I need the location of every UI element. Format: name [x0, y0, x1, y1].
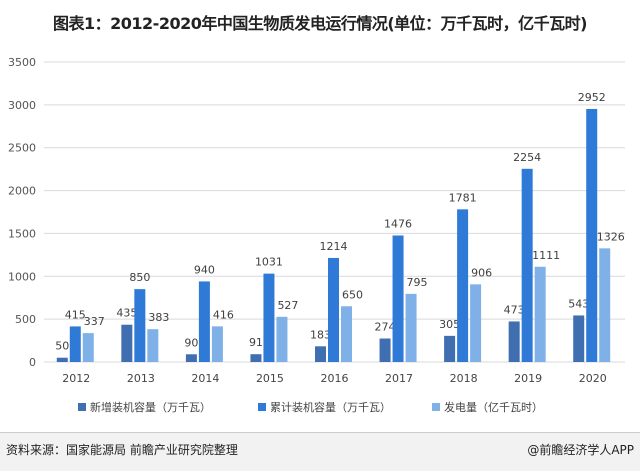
- data-label: 1476: [384, 217, 412, 230]
- bar-3: [599, 248, 611, 362]
- bar-1: [250, 354, 262, 362]
- bar-2: [263, 273, 275, 362]
- bar-3: [147, 329, 159, 362]
- bar-3: [211, 326, 223, 362]
- y-tick-label: 3500: [8, 56, 36, 69]
- x-tick-label: 2020: [579, 372, 607, 385]
- bar-1: [573, 315, 585, 362]
- bar-3: [405, 293, 417, 362]
- data-label: 1781: [449, 191, 477, 204]
- bar-3: [341, 306, 352, 362]
- bar-2: [198, 281, 210, 362]
- data-label: 183: [310, 328, 331, 341]
- data-label: 850: [129, 271, 150, 284]
- bar-2: [69, 326, 81, 362]
- data-label: 90: [184, 336, 198, 349]
- legend-label: 发电量（亿千瓦时）: [444, 400, 543, 414]
- data-label: 543: [568, 297, 589, 310]
- data-label: 795: [407, 276, 428, 289]
- x-tick-label: 2017: [385, 372, 413, 385]
- bar-3: [82, 333, 94, 362]
- y-tick-label: 2500: [8, 142, 36, 155]
- y-tick-label: 1500: [8, 227, 36, 240]
- x-tick-label: 2015: [256, 372, 284, 385]
- bar-2: [457, 209, 469, 362]
- bar-1: [508, 321, 520, 362]
- data-label: 305: [439, 318, 460, 331]
- data-label: 1031: [255, 256, 283, 269]
- data-label: 274: [375, 321, 396, 334]
- data-label: 650: [342, 288, 363, 301]
- bar-1: [121, 324, 133, 362]
- data-label: 337: [84, 315, 105, 328]
- bar-chart: 0 500 1000 1500 2000 2500 3000 3500 2012 50 415337…: [8, 56, 625, 414]
- bar-2: [392, 235, 404, 362]
- bar-3: [534, 266, 546, 362]
- data-label: 91: [249, 336, 263, 349]
- y-tick-label: 3000: [8, 99, 36, 112]
- x-tick-label: 2014: [191, 372, 219, 385]
- y-tick-label: 2000: [8, 185, 36, 198]
- bar-3: [470, 284, 482, 362]
- brand-credit: @前瞻经济学人APP: [527, 443, 634, 457]
- legend-swatch: [432, 403, 440, 411]
- legend-swatch: [258, 403, 266, 411]
- legend-label: 新增装机容量（万千瓦）: [90, 400, 211, 414]
- footer: 资料来源：国家能源局 前瞻产业研究院整理 @前瞻经济学人APP: [0, 432, 640, 471]
- data-label: 2254: [513, 151, 541, 164]
- data-label: 2952: [578, 91, 606, 104]
- data-label: 1326: [597, 230, 625, 243]
- data-label: 383: [148, 311, 169, 324]
- bar-1: [379, 338, 391, 362]
- chart-title: 图表1：2012-2020年中国生物质发电运行情况(单位：万千瓦时，亿千瓦时): [53, 14, 587, 33]
- x-tick-label: 2019: [514, 372, 542, 385]
- data-label: 1214: [320, 240, 348, 253]
- x-tick-label: 2016: [321, 372, 349, 385]
- bar-1: [315, 346, 326, 362]
- data-label: 473: [504, 303, 525, 316]
- bar-2: [328, 257, 339, 362]
- y-tick-label: 0: [29, 356, 36, 369]
- data-label: 415: [65, 308, 86, 321]
- bar-2: [586, 108, 598, 362]
- data-label: 50: [55, 340, 69, 353]
- bar-1: [56, 357, 68, 362]
- data-label: 416: [213, 308, 234, 321]
- bar-1: [444, 335, 456, 362]
- x-tick-label: 2018: [450, 372, 478, 385]
- data-label: 527: [277, 299, 298, 312]
- legend-swatch: [78, 403, 86, 411]
- data-label: 1111: [532, 249, 560, 262]
- x-tick-label: 2012: [62, 372, 90, 385]
- legend-label: 累计装机容量（万千瓦）: [270, 400, 391, 414]
- bar-3: [276, 316, 288, 362]
- y-tick-label: 500: [15, 313, 36, 326]
- x-tick-label: 2013: [127, 372, 155, 385]
- bar-2: [521, 168, 533, 362]
- bar-1: [185, 354, 197, 362]
- data-label: 940: [194, 263, 215, 276]
- y-tick-label: 1000: [8, 270, 36, 283]
- data-label: 435: [116, 307, 137, 320]
- data-label: 906: [471, 266, 492, 279]
- bar-2: [134, 289, 146, 362]
- source-note: 资料来源：国家能源局 前瞻产业研究院整理: [6, 443, 238, 457]
